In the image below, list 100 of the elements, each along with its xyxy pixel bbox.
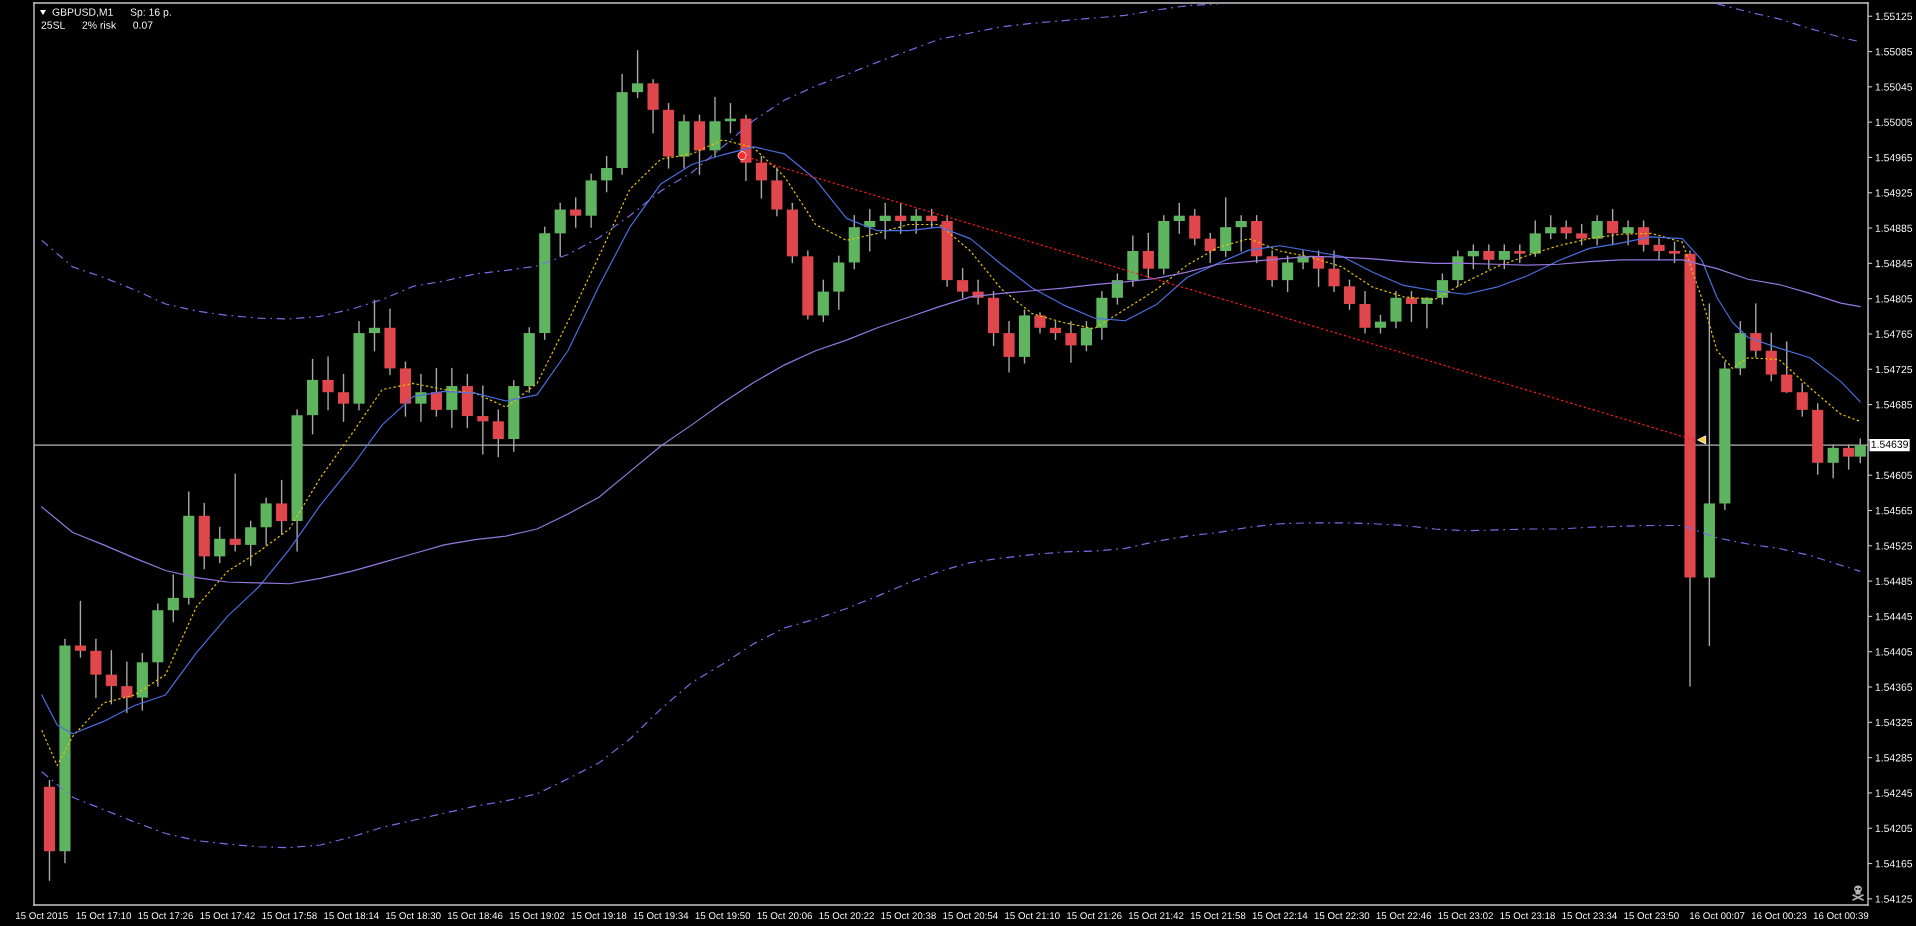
candlestick: [570, 197, 582, 228]
candlestick: [276, 479, 288, 535]
x-tick-label: 15 Oct 19:18: [571, 912, 627, 920]
candlestick: [1142, 232, 1154, 279]
candlestick: [1545, 215, 1557, 240]
candlestick: [1359, 290, 1371, 334]
x-tick-label: 15 Oct 20:54: [943, 912, 998, 920]
x-tick-label: 15 Oct 19:34: [633, 912, 689, 920]
y-tick-label: 1.54845: [1875, 259, 1913, 268]
y-tick-label: 1.54565: [1875, 506, 1913, 515]
candlestick: [415, 373, 427, 423]
candlestick: [1282, 255, 1294, 293]
y-tick-label: 1.54245: [1875, 789, 1913, 797]
x-tick-label: 15 Oct 18:14: [324, 912, 379, 920]
x-tick-label: 15 Oct 22:46: [1376, 912, 1432, 920]
candlestick: [1796, 382, 1808, 417]
x-tick-label: 15 Oct 17:26: [138, 912, 193, 920]
candlestick: [90, 638, 102, 699]
candlestick: [121, 661, 133, 714]
x-tick-label: 15 Oct 23:34: [1562, 912, 1617, 920]
y-tick-label: 1.54205: [1875, 824, 1913, 833]
candlestick: [1750, 303, 1762, 358]
candlestick: [879, 202, 891, 240]
y-tick-label: 1.55125: [1875, 12, 1913, 21]
candlestick: [755, 155, 767, 199]
candlestick: [1498, 244, 1510, 270]
x-tick-label: 16 Oct 00:07: [1690, 912, 1745, 920]
candlestick: [1452, 250, 1464, 288]
candlestick: [446, 367, 458, 429]
candlestick: [368, 299, 381, 352]
y-tick-label: 1.54925: [1875, 189, 1913, 197]
candlestick: [1483, 244, 1495, 270]
y-tick-label: 1.54765: [1875, 330, 1913, 338]
x-tick-label: 15 Oct 22:14: [1252, 912, 1308, 920]
y-tick-label: 1.54445: [1875, 613, 1913, 621]
x-tick-label: 15 Oct 17:10: [76, 912, 132, 920]
candlestick: [1576, 223, 1588, 246]
candlestick: [1065, 320, 1077, 363]
y-tick-label: 1.54965: [1875, 153, 1913, 162]
y-tick-label: 1.54685: [1875, 401, 1913, 409]
candlestick: [1189, 208, 1201, 246]
candlestick: [1235, 215, 1247, 252]
annotation: Sp: 16 p.: [130, 8, 171, 18]
candlestick: [214, 526, 226, 564]
candlestick: [1781, 341, 1793, 393]
candlestick: [1467, 244, 1479, 270]
candlestick: [337, 373, 350, 423]
candlestick: [74, 600, 86, 658]
y-tick-label: 1.54325: [1875, 718, 1913, 727]
candlestick: [260, 497, 272, 546]
candlestick: [105, 650, 117, 705]
x-tick-label: 15 Oct 19:02: [509, 912, 565, 920]
x-tick-label: 15 Oct 17:58: [262, 912, 317, 920]
y-tick-label: 1.55045: [1875, 83, 1913, 91]
candlestick: [1405, 290, 1418, 323]
candlestick: [1343, 279, 1356, 310]
annotation: 2% risk: [82, 21, 117, 29]
line-series: [41, 522, 1861, 849]
x-tick-label: 15 Oct 21:42: [1128, 912, 1184, 920]
candlestick: [895, 202, 907, 235]
y-tick-label: 1.54605: [1875, 471, 1913, 480]
x-tick-label: 15 Oct 21:26: [1067, 912, 1122, 920]
y-tick-label: 1.54805: [1875, 295, 1913, 303]
candlestick: [430, 367, 442, 417]
y-tick-label: 1.55085: [1875, 48, 1913, 56]
x-tick-label: 15 Oct 18:46: [448, 912, 503, 920]
candlestick: [1390, 290, 1402, 329]
candlestick: [1313, 250, 1325, 288]
candlestick: [322, 356, 334, 411]
y-tick-label: 1.54525: [1875, 542, 1913, 550]
x-tick-label: 15 Oct 21:58: [1190, 912, 1246, 920]
candlestick: [1529, 220, 1541, 257]
y-tick-label: 1.54485: [1875, 577, 1913, 585]
candlestick: [1003, 320, 1015, 373]
y-tick-label: 1.54885: [1875, 224, 1913, 232]
x-tick-label: 15 Oct 23:50: [1624, 912, 1679, 920]
x-tick-label: 15 Oct 23:02: [1438, 912, 1493, 920]
line-series: [41, 255, 1861, 585]
candlestick: [1328, 250, 1340, 293]
candlestick: [601, 155, 613, 193]
candlestick: [1173, 202, 1185, 235]
candlestick: [1111, 273, 1123, 305]
candlestick: [1668, 241, 1681, 264]
x-tick-label: 15 Oct 20:06: [757, 912, 813, 920]
y-tick-label: 1.54725: [1875, 365, 1913, 374]
candlestick: [1266, 250, 1278, 288]
candlestick: [1622, 220, 1634, 246]
candlestick: [632, 49, 644, 99]
x-tick-label: 15 Oct 20:38: [881, 912, 936, 920]
x-tick-label: 16 Oct 00:39: [1813, 912, 1869, 920]
x-tick-label: 15 Oct 19:50: [695, 912, 751, 920]
x-tick-label: 15 Oct 22:30: [1314, 912, 1370, 920]
ref-line-label: 1.54639: [1871, 440, 1908, 448]
x-tick-label: 15 Oct 18:30: [386, 912, 441, 920]
candlestick: [1204, 232, 1216, 264]
y-tick-label: 1.54285: [1875, 754, 1913, 762]
candlestick: [817, 279, 829, 323]
candlestick: [957, 267, 969, 299]
x-tick-label: 15 Oct 2015: [16, 912, 68, 920]
y-tick-label: 1.54405: [1875, 648, 1913, 656]
